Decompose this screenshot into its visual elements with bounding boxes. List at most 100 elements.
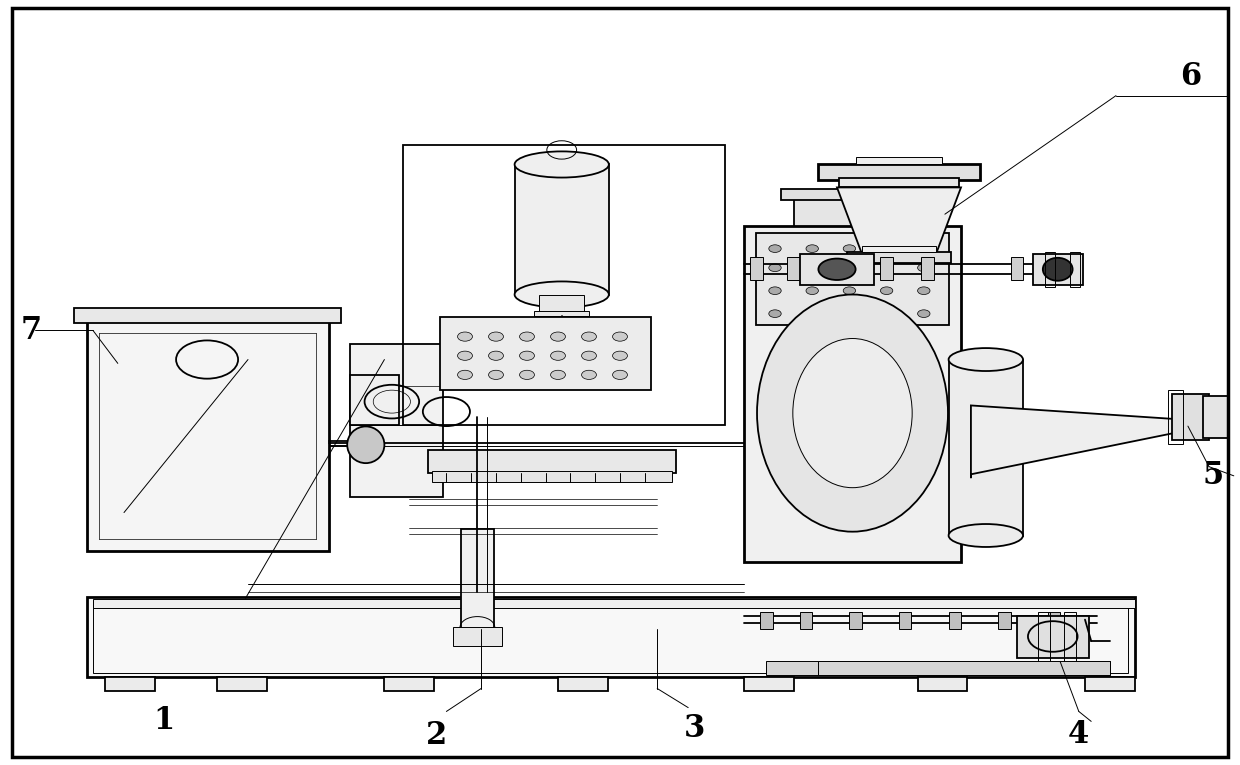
Bar bbox=[818, 661, 1110, 675]
Bar bbox=[862, 246, 936, 252]
Bar bbox=[1011, 257, 1023, 280]
Ellipse shape bbox=[792, 338, 913, 488]
Circle shape bbox=[613, 370, 627, 379]
Bar bbox=[800, 254, 874, 285]
Bar bbox=[750, 257, 763, 280]
Bar bbox=[766, 661, 1110, 675]
Bar bbox=[921, 257, 934, 280]
Bar bbox=[880, 257, 893, 280]
Bar bbox=[1064, 612, 1076, 662]
Text: 3: 3 bbox=[683, 713, 706, 744]
Bar bbox=[744, 677, 794, 691]
Circle shape bbox=[551, 351, 565, 360]
Circle shape bbox=[582, 370, 596, 379]
Bar bbox=[949, 360, 1023, 536]
Bar bbox=[87, 597, 1135, 677]
Circle shape bbox=[458, 370, 472, 379]
Text: 6: 6 bbox=[1179, 61, 1202, 92]
Bar bbox=[787, 257, 800, 280]
Circle shape bbox=[880, 264, 893, 272]
Ellipse shape bbox=[756, 295, 949, 532]
Circle shape bbox=[880, 310, 893, 317]
Bar bbox=[1033, 254, 1083, 285]
Bar bbox=[558, 677, 608, 691]
Circle shape bbox=[520, 332, 534, 341]
Text: 4: 4 bbox=[1068, 719, 1090, 750]
Circle shape bbox=[806, 264, 818, 272]
Bar bbox=[794, 197, 874, 226]
Ellipse shape bbox=[1043, 258, 1073, 281]
Polygon shape bbox=[971, 405, 1178, 478]
Text: 1: 1 bbox=[153, 705, 175, 736]
Ellipse shape bbox=[818, 259, 856, 280]
Circle shape bbox=[843, 264, 856, 272]
Circle shape bbox=[918, 264, 930, 272]
Bar bbox=[818, 164, 980, 180]
Circle shape bbox=[880, 287, 893, 295]
Bar bbox=[105, 677, 155, 691]
Bar bbox=[217, 677, 267, 691]
Circle shape bbox=[843, 310, 856, 317]
Bar bbox=[847, 252, 951, 263]
Circle shape bbox=[769, 245, 781, 252]
Circle shape bbox=[582, 351, 596, 360]
Bar bbox=[428, 450, 676, 473]
Bar bbox=[350, 375, 399, 425]
Circle shape bbox=[843, 287, 856, 295]
Bar bbox=[899, 612, 911, 629]
Bar bbox=[1048, 612, 1060, 629]
Bar bbox=[1203, 396, 1228, 438]
Circle shape bbox=[806, 245, 818, 252]
Bar bbox=[440, 317, 651, 390]
Circle shape bbox=[806, 287, 818, 295]
Bar bbox=[756, 233, 949, 325]
Bar bbox=[1070, 252, 1080, 287]
Circle shape bbox=[458, 351, 472, 360]
Circle shape bbox=[769, 287, 781, 295]
Circle shape bbox=[613, 351, 627, 360]
Circle shape bbox=[520, 351, 534, 360]
Bar bbox=[1168, 390, 1183, 444]
Circle shape bbox=[551, 332, 565, 341]
Circle shape bbox=[918, 245, 930, 252]
Bar bbox=[949, 612, 961, 629]
Bar bbox=[403, 145, 725, 425]
Ellipse shape bbox=[515, 282, 609, 308]
Bar bbox=[543, 327, 580, 337]
Bar bbox=[539, 295, 584, 314]
Circle shape bbox=[880, 245, 893, 252]
Bar bbox=[432, 471, 672, 482]
Text: 5: 5 bbox=[1202, 461, 1224, 491]
Circle shape bbox=[582, 332, 596, 341]
Bar bbox=[1017, 616, 1089, 658]
Ellipse shape bbox=[949, 524, 1023, 547]
Bar bbox=[856, 157, 942, 164]
Bar bbox=[515, 164, 609, 295]
Bar bbox=[1085, 677, 1135, 691]
Circle shape bbox=[769, 310, 781, 317]
Circle shape bbox=[458, 332, 472, 341]
Circle shape bbox=[806, 310, 818, 317]
Circle shape bbox=[918, 310, 930, 317]
Bar bbox=[998, 612, 1011, 629]
Circle shape bbox=[551, 370, 565, 379]
Bar bbox=[1060, 257, 1073, 280]
Bar bbox=[781, 189, 887, 200]
Bar bbox=[384, 677, 434, 691]
Bar bbox=[837, 257, 849, 280]
Circle shape bbox=[489, 351, 503, 360]
Bar bbox=[1045, 252, 1055, 287]
Circle shape bbox=[520, 370, 534, 379]
Bar bbox=[839, 178, 959, 187]
Bar bbox=[1172, 394, 1209, 440]
Ellipse shape bbox=[949, 348, 1023, 371]
Bar bbox=[744, 226, 961, 562]
Bar bbox=[1038, 612, 1050, 662]
Text: 7: 7 bbox=[20, 315, 42, 346]
Circle shape bbox=[489, 332, 503, 341]
Circle shape bbox=[489, 370, 503, 379]
Bar bbox=[461, 529, 494, 629]
Bar bbox=[93, 601, 1128, 673]
Circle shape bbox=[918, 287, 930, 295]
Bar bbox=[74, 308, 341, 323]
